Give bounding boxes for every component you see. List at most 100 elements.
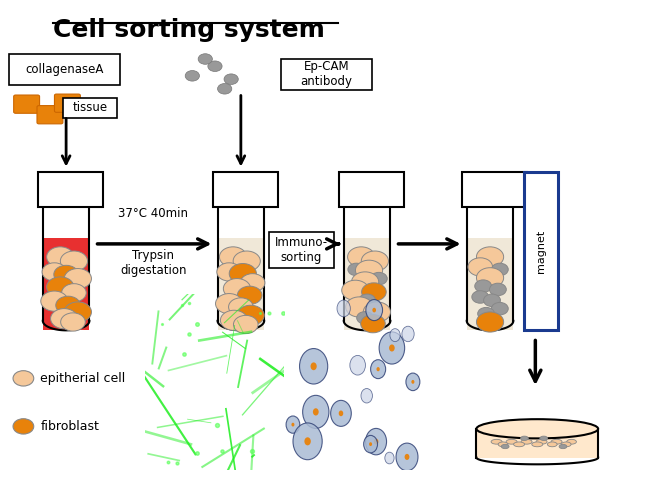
Text: Immuno-
sorting: Immuno- sorting — [275, 236, 328, 264]
Circle shape — [13, 419, 34, 434]
Circle shape — [361, 283, 386, 301]
Bar — [344, 238, 391, 330]
Bar — [218, 207, 264, 238]
Circle shape — [491, 302, 508, 315]
Circle shape — [476, 268, 504, 288]
Circle shape — [468, 258, 493, 276]
Ellipse shape — [536, 440, 547, 444]
Circle shape — [220, 247, 246, 267]
FancyBboxPatch shape — [268, 232, 334, 268]
Circle shape — [185, 71, 200, 81]
Circle shape — [47, 247, 74, 267]
Circle shape — [363, 302, 391, 322]
Circle shape — [60, 313, 85, 331]
Text: epitherial cell: epitherial cell — [40, 372, 125, 385]
Ellipse shape — [491, 440, 502, 444]
Circle shape — [62, 284, 86, 302]
Text: magnet: magnet — [536, 229, 546, 273]
Circle shape — [47, 277, 74, 297]
Circle shape — [348, 247, 375, 267]
Ellipse shape — [521, 436, 528, 440]
Circle shape — [356, 260, 383, 280]
Circle shape — [489, 283, 506, 296]
Circle shape — [361, 314, 385, 333]
Text: Cell sorting system: Cell sorting system — [53, 18, 325, 42]
Circle shape — [476, 247, 504, 267]
FancyBboxPatch shape — [14, 95, 40, 114]
Circle shape — [229, 298, 253, 316]
FancyBboxPatch shape — [63, 98, 117, 118]
Text: Trypsin
digestation: Trypsin digestation — [120, 249, 187, 277]
Text: tissue: tissue — [73, 101, 108, 114]
Text: fibroblast: fibroblast — [40, 420, 99, 433]
Circle shape — [60, 251, 88, 271]
Circle shape — [472, 291, 489, 303]
Circle shape — [217, 263, 241, 281]
Circle shape — [352, 272, 379, 292]
Circle shape — [237, 305, 265, 326]
Text: Ep-CAM
antibody: Ep-CAM antibody — [300, 60, 352, 88]
Circle shape — [51, 309, 78, 329]
Circle shape — [216, 294, 242, 314]
Circle shape — [42, 263, 67, 281]
Text: collagenaseA: collagenaseA — [25, 63, 104, 76]
Circle shape — [478, 307, 495, 320]
Bar — [467, 238, 514, 330]
Circle shape — [357, 312, 374, 324]
Ellipse shape — [476, 419, 598, 439]
Circle shape — [240, 274, 265, 292]
Circle shape — [348, 263, 365, 276]
FancyBboxPatch shape — [9, 54, 120, 85]
Circle shape — [13, 370, 34, 386]
Circle shape — [233, 251, 260, 271]
Circle shape — [41, 291, 68, 311]
Bar — [467, 207, 514, 238]
Circle shape — [218, 84, 232, 94]
Circle shape — [346, 297, 373, 317]
Ellipse shape — [540, 436, 547, 440]
Circle shape — [484, 294, 501, 307]
FancyBboxPatch shape — [37, 106, 63, 124]
Bar — [339, 172, 404, 207]
Bar — [462, 172, 527, 207]
Circle shape — [64, 302, 92, 322]
Circle shape — [220, 310, 248, 330]
Circle shape — [233, 315, 258, 334]
Ellipse shape — [559, 444, 567, 449]
Ellipse shape — [506, 440, 517, 444]
Bar — [213, 172, 278, 207]
Circle shape — [476, 312, 504, 332]
Circle shape — [359, 294, 376, 307]
Ellipse shape — [532, 442, 543, 447]
FancyBboxPatch shape — [281, 58, 372, 90]
Bar — [43, 238, 90, 330]
Bar — [218, 238, 264, 330]
Ellipse shape — [567, 440, 577, 444]
Circle shape — [208, 61, 222, 71]
Circle shape — [54, 265, 79, 284]
Ellipse shape — [547, 442, 557, 447]
Ellipse shape — [521, 440, 532, 444]
Circle shape — [64, 269, 92, 289]
Circle shape — [224, 74, 239, 85]
Circle shape — [474, 280, 491, 292]
Bar — [38, 172, 103, 207]
Circle shape — [229, 264, 256, 284]
Circle shape — [370, 272, 387, 285]
Ellipse shape — [501, 444, 509, 449]
Circle shape — [237, 286, 262, 304]
Circle shape — [198, 54, 213, 64]
Bar — [476, 429, 598, 457]
Text: 37°C 40min: 37°C 40min — [118, 207, 188, 220]
Circle shape — [361, 251, 389, 271]
Bar — [43, 207, 90, 238]
Bar — [525, 172, 558, 330]
Ellipse shape — [498, 442, 508, 447]
Ellipse shape — [514, 442, 525, 447]
Bar — [344, 207, 391, 238]
Circle shape — [224, 279, 250, 298]
Ellipse shape — [562, 442, 571, 447]
FancyBboxPatch shape — [55, 94, 81, 113]
Ellipse shape — [551, 440, 562, 444]
Circle shape — [342, 280, 369, 300]
